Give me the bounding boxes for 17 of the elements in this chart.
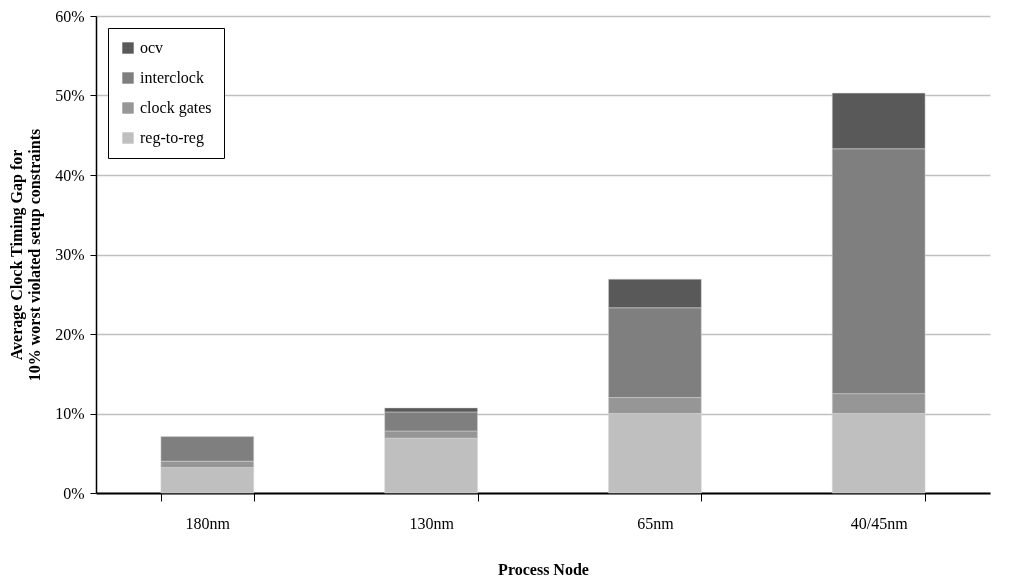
y-axis-title: Average Clock Timing Gap for 10% worst violated setup constraints xyxy=(8,128,45,382)
y-tick-label: 60% xyxy=(55,7,85,25)
legend-label: reg-to-reg xyxy=(140,129,204,147)
x-tick-label: 65nm xyxy=(637,514,675,532)
x-axis-title: Process Node xyxy=(498,560,589,578)
x-tick-label: 40/45nm xyxy=(850,514,909,532)
y-tick-label: 40% xyxy=(55,166,85,184)
y-tick-label: 30% xyxy=(55,246,85,263)
legend-label: ocv xyxy=(140,39,164,56)
legend-label: clock gates xyxy=(140,99,212,117)
x-tick-label: 130nm xyxy=(409,514,455,532)
y-tick-label: 10% xyxy=(55,405,85,422)
y-tick-label: 20% xyxy=(55,325,85,343)
y-tick-label: 0% xyxy=(63,484,85,502)
x-tick-label: 180nm xyxy=(185,514,231,532)
legend-label: interclock xyxy=(140,69,204,86)
y-tick-label: 50% xyxy=(55,87,85,104)
